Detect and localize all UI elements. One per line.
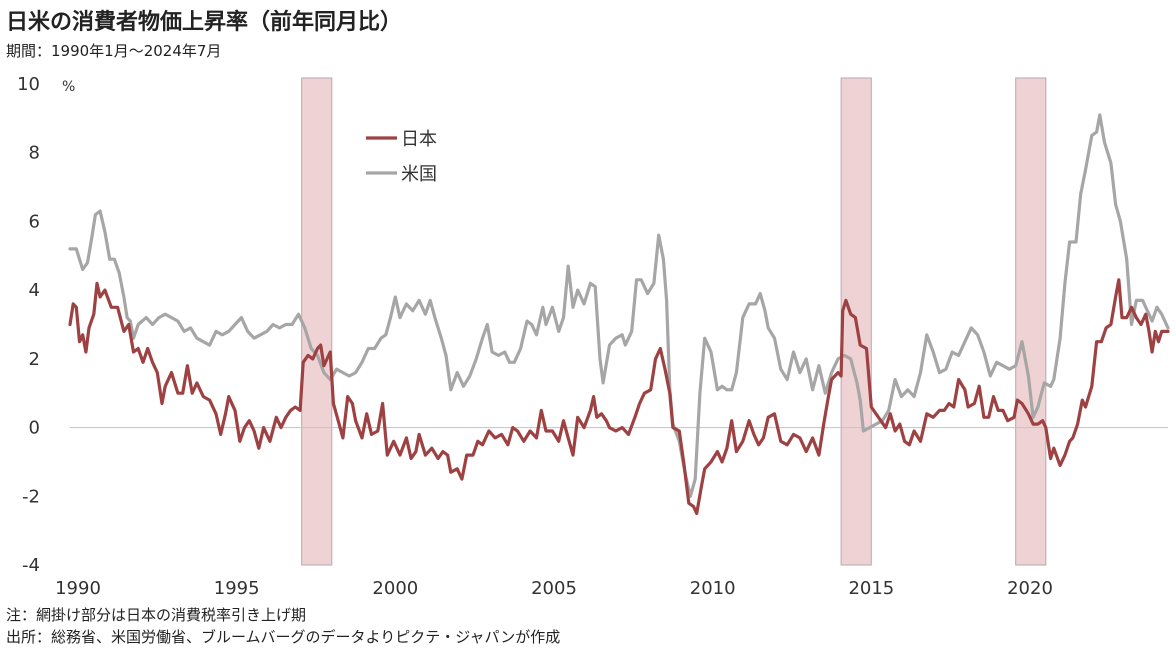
chart-subtitle: 期間：1990年1月～2024年7月: [6, 42, 222, 60]
series-line-japan: [68, 278, 1170, 516]
y-tick-label: 6: [29, 211, 40, 232]
shaded-period-2: [1015, 77, 1047, 566]
x-tick-label: 2000: [372, 578, 418, 599]
y-tick-label: 4: [29, 280, 40, 301]
series-lines: [68, 113, 1170, 516]
x-tick-label: 1990: [55, 578, 101, 599]
x-axis-ticks: 1990 1995 2000 2005 2010 2015 2020: [55, 578, 1053, 599]
y-tick-label: 10: [17, 74, 40, 95]
y-unit-label: %: [62, 79, 75, 95]
note-shading: 注：網掛け部分は日本の消費税率引き上げ期: [6, 606, 307, 624]
series-line-us: [68, 113, 1170, 498]
y-tick-label: -4: [22, 555, 40, 576]
x-tick-label: 2010: [690, 578, 736, 599]
legend-label: 米国: [401, 164, 437, 185]
y-axis-ticks: 10 8 6 4 2 0 -2 -4: [17, 74, 40, 576]
y-tick-label: 2: [29, 349, 40, 370]
y-tick-label: 0: [29, 418, 40, 439]
legend-label: 日本: [401, 129, 437, 150]
x-tick-label: 2005: [531, 578, 577, 599]
shaded-period-0: [301, 77, 333, 566]
x-tick-label: 2015: [848, 578, 894, 599]
y-tick-label: 8: [29, 143, 40, 164]
x-tick-label: 2020: [1007, 578, 1053, 599]
chart-title: 日米の消費者物価上昇率（前年同月比）: [6, 10, 403, 35]
shaded-periods: [301, 77, 1047, 566]
notes: 注：網掛け部分は日本の消費税率引き上げ期 出所：総務省、米国労働省、ブルームバー…: [6, 604, 560, 648]
note-source: 出所：総務省、米国労働省、ブルームバーグのデータよりピクテ・ジャパンが作成: [6, 628, 561, 646]
y-tick-label: -2: [22, 486, 40, 507]
x-tick-label: 1995: [214, 578, 260, 599]
